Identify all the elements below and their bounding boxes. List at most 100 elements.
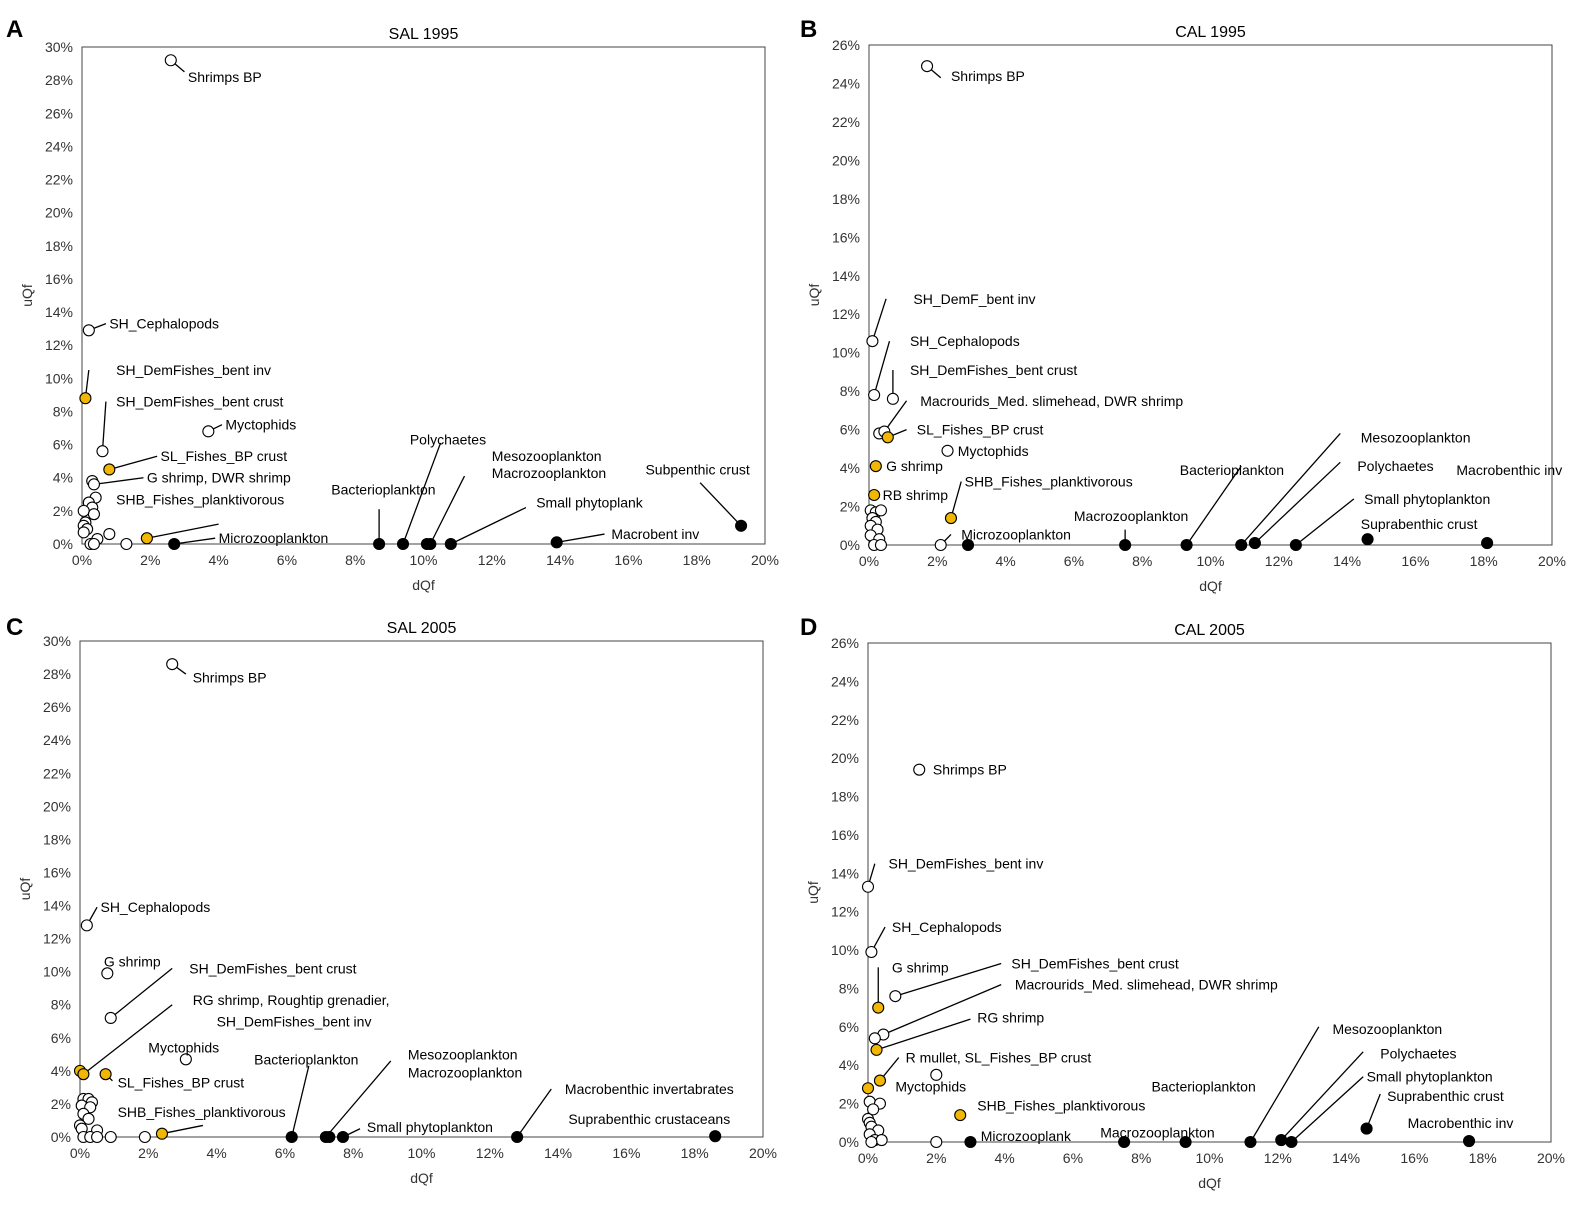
data-point-filled — [1235, 538, 1248, 552]
y-tick-label: 6% — [839, 1019, 859, 1035]
data-point-highlight — [944, 512, 958, 525]
x-tick-label: 2% — [140, 552, 160, 568]
leader-line — [402, 442, 442, 545]
leader-line — [325, 1060, 392, 1138]
data-point-open — [91, 1130, 104, 1144]
data-point-open — [930, 1135, 943, 1149]
x-tick-label: 2% — [138, 1145, 158, 1161]
leader-line — [1291, 1076, 1364, 1143]
data-point-open — [867, 1103, 880, 1116]
leader-line — [873, 340, 891, 396]
x-axis-label: dQf — [1198, 1175, 1221, 1191]
y-tick-label: 10% — [831, 942, 859, 958]
data-point-open — [101, 967, 114, 980]
x-tick-label: 4% — [995, 553, 1015, 569]
x-tick-label: 18% — [1469, 1150, 1497, 1166]
y-tick-label: 20% — [45, 205, 73, 221]
y-tick-label: 8% — [51, 997, 71, 1013]
x-tick-label: 12% — [478, 552, 506, 568]
point-annotation: Macrozooplankton — [1074, 508, 1188, 524]
point-annotation: SL_Fishes_BP crust — [118, 1074, 245, 1090]
y-tick-label: 28% — [43, 666, 71, 682]
point-annotation: Subpenthic crust — [645, 461, 749, 477]
point-annotation: SHB_Fishes_planktivorous — [965, 474, 1133, 490]
y-tick-label: 8% — [53, 403, 73, 419]
y-tick-label: 24% — [43, 732, 71, 748]
point-annotation: Suprabenthic crustaceans — [568, 1111, 730, 1127]
y-tick-label: 0% — [51, 1129, 71, 1145]
data-point-filled — [1275, 1134, 1288, 1147]
y-tick-label: 12% — [43, 931, 71, 947]
point-annotation: Suprabenthic crust — [1387, 1088, 1504, 1104]
y-tick-label: 30% — [45, 39, 73, 55]
point-annotation: Macrobent inv — [611, 526, 699, 542]
point-annotation: SH_DemFishes_bent crust — [189, 960, 356, 976]
data-point-filled — [1179, 1135, 1192, 1149]
point-annotation: Small phytoplankton — [1364, 491, 1490, 507]
x-axis-label: dQf — [412, 577, 435, 593]
y-tick-label: 22% — [43, 765, 71, 781]
data-point-open — [82, 1112, 95, 1125]
x-tick-label: 6% — [277, 552, 297, 568]
panel-letter: D — [800, 614, 817, 641]
leader-line — [1295, 498, 1355, 546]
point-annotation: Myctophids — [148, 1040, 219, 1056]
leader-line — [950, 481, 962, 519]
x-tick-label: 20% — [751, 552, 779, 568]
point-annotation: RB shrimp — [883, 487, 949, 503]
y-tick-label: 16% — [831, 827, 859, 843]
data-point-filled — [1462, 1134, 1476, 1148]
leader-line — [1249, 1026, 1320, 1143]
y-tick-label: 6% — [51, 1030, 71, 1046]
point-annotation: Macrobenthic inv — [1408, 1115, 1514, 1131]
x-tick-label: 12% — [1265, 553, 1293, 569]
data-point-filled — [168, 537, 181, 551]
y-tick-label: 8% — [839, 980, 859, 996]
data-point-open — [104, 1011, 117, 1025]
y-tick-label: 24% — [831, 673, 859, 689]
x-tick-label: 16% — [1401, 553, 1429, 569]
point-annotation: Microzooplank — [981, 1128, 1072, 1144]
point-annotation: G shrimp — [892, 959, 949, 975]
y-tick-label: 14% — [831, 865, 859, 881]
leader-line — [450, 506, 527, 545]
y-tick-label: 0% — [839, 1134, 859, 1150]
x-tick-label: 16% — [612, 1145, 640, 1161]
point-annotation: Polychaetes — [1380, 1046, 1456, 1062]
x-tick-label: 14% — [1333, 553, 1361, 569]
data-point-open — [120, 537, 133, 551]
y-tick-label: 26% — [45, 105, 73, 121]
data-point-open — [87, 478, 101, 491]
point-annotation: SH_DemF_bent inv — [913, 291, 1035, 307]
point-annotation: Microzooplankton — [961, 526, 1071, 542]
x-tick-label: 18% — [683, 552, 711, 568]
y-tick-label: 6% — [840, 422, 860, 438]
data-point-filled — [1119, 538, 1132, 552]
data-point-filled — [1118, 1135, 1131, 1149]
x-tick-label: 4% — [206, 1145, 226, 1161]
x-tick-label: 16% — [614, 552, 642, 568]
data-point-filled — [1248, 537, 1261, 550]
y-tick-label: 16% — [45, 271, 73, 287]
y-tick-label: 2% — [840, 499, 860, 515]
point-annotation: Polychaetes — [410, 432, 486, 448]
point-annotation: SH_DemFishes_bent inv — [888, 856, 1043, 872]
y-tick-label: 26% — [831, 635, 859, 651]
x-tick-label: 0% — [858, 1150, 878, 1166]
data-point-open — [934, 538, 947, 552]
y-tick-label: 4% — [839, 1057, 859, 1073]
point-annotation: Macrourids_Med. slimehead, DWR shrimp — [920, 393, 1183, 409]
x-tick-label: 4% — [208, 552, 228, 568]
point-annotation: Small phytoplankton — [367, 1119, 493, 1135]
data-point-open — [80, 919, 93, 932]
x-tick-label: 20% — [1538, 553, 1566, 569]
data-point-open — [875, 1134, 888, 1147]
x-tick-label: 8% — [345, 552, 365, 568]
data-point-filled — [961, 538, 975, 552]
point-annotation: SH_Cephalopods — [892, 919, 1002, 935]
x-tick-label: 12% — [476, 1145, 504, 1161]
data-point-highlight — [77, 1068, 90, 1081]
y-axis-label: uQf — [806, 284, 822, 307]
x-tick-label: 20% — [749, 1145, 777, 1161]
y-tick-label: 12% — [831, 904, 859, 920]
